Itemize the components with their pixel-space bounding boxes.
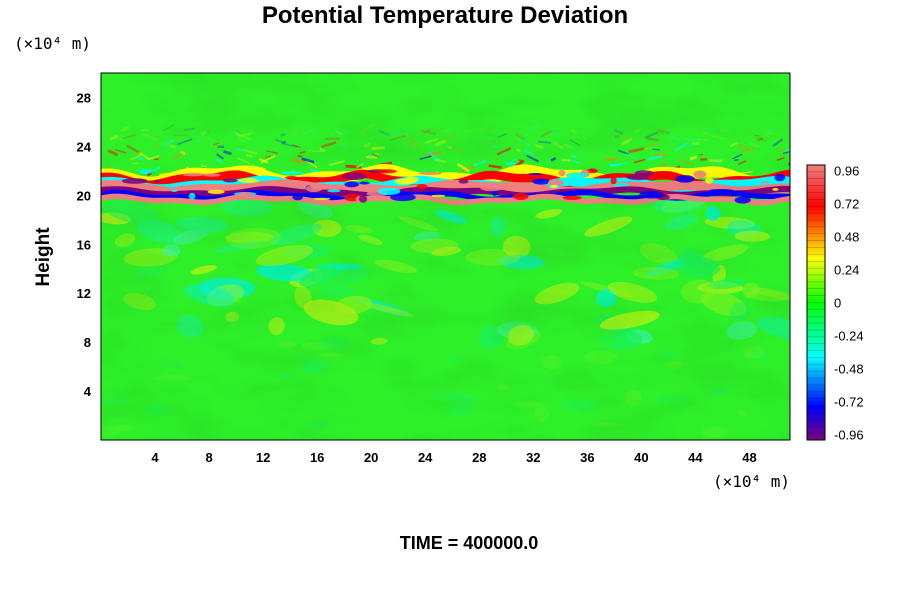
colorbar-tick-label: -0.48 [834, 362, 864, 377]
y-tick-label: 20 [77, 188, 91, 203]
y-axis-label: Height [33, 227, 54, 287]
x-tick-label: 12 [256, 450, 270, 465]
heatmap-field [101, 73, 790, 440]
chart-title: Potential Temperature Deviation [262, 2, 628, 29]
colorbar-tick-label: -0.24 [834, 329, 864, 344]
x-unit-label: (×10⁴ m) [713, 472, 790, 491]
y-tick-label: 4 [84, 384, 92, 399]
colorbar-bands [807, 171, 825, 434]
colorbar-tick-labels: 0.96 0.72 0.48 0.24 0 -0.24 -0.48 -0.72 -0.96 [834, 164, 864, 443]
colorbar-tick-label: 0.96 [834, 164, 859, 179]
x-tick-label: 44 [688, 450, 703, 465]
field-texture [101, 73, 790, 440]
x-tick-label: 4 [151, 450, 159, 465]
y-tick-label: 8 [84, 335, 91, 350]
y-tick-label: 28 [77, 91, 91, 106]
colorbar-tick-label: 0.24 [834, 263, 859, 278]
x-tick-label: 32 [526, 450, 540, 465]
time-label: TIME = 400000.0 [400, 533, 539, 553]
x-tick-labels: 4 8 12 16 20 24 28 32 36 40 44 48 [151, 450, 756, 465]
x-tick-label: 8 [205, 450, 212, 465]
y-tick-label: 24 [77, 139, 92, 154]
colorbar-tick-label: 0.72 [834, 197, 859, 212]
x-tick-label: 16 [310, 450, 324, 465]
x-tick-label: 24 [418, 450, 433, 465]
y-tick-label: 16 [77, 237, 91, 252]
y-tick-labels: 4 8 12 16 20 24 28 [77, 91, 92, 400]
x-tick-label: 28 [472, 450, 486, 465]
colorbar-tick-label: 0.48 [834, 230, 859, 245]
colorbar-tick-label: -0.72 [834, 395, 864, 410]
plot-border [100, 72, 791, 441]
x-tick-label: 20 [364, 450, 378, 465]
colorbar-tick-label: 0 [834, 296, 841, 311]
x-tick-label: 48 [742, 450, 756, 465]
x-tick-label: 40 [634, 450, 648, 465]
x-tick-label: 36 [580, 450, 594, 465]
y-tick-label: 12 [77, 286, 91, 301]
y-unit-label: (×10⁴ m) [14, 34, 91, 53]
colorbar-tick-label: -0.96 [834, 428, 864, 443]
